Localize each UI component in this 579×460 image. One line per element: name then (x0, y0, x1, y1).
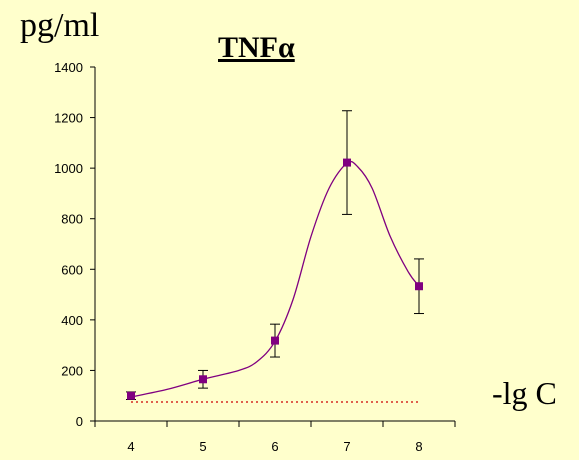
y-tick-label: 800 (61, 212, 83, 227)
x-tick-label: 7 (343, 439, 350, 454)
x-axis-unit-label: -lg C (492, 375, 557, 411)
y-tick-label: 0 (76, 414, 83, 429)
y-axis-unit-label: pg/ml (20, 7, 100, 44)
x-tick-label: 6 (271, 439, 278, 454)
series-line (130, 160, 420, 398)
data-point (415, 282, 423, 291)
y-tick-label: 400 (61, 313, 83, 328)
y-tick-label: 200 (61, 363, 83, 378)
data-point (199, 375, 207, 384)
x-tick-label: 4 (127, 439, 134, 454)
y-tick-label: 1000 (54, 161, 83, 176)
data-point (127, 391, 135, 400)
y-tick-label: 600 (61, 262, 83, 277)
data-points (127, 158, 423, 400)
tick-labels: 0 200 400 600 800 1000 1200 1400 4 5 6 7 8 (54, 60, 423, 454)
x-tick-label: 5 (199, 439, 206, 454)
x-tick-label: 8 (415, 439, 422, 454)
data-point (271, 336, 279, 345)
axes (90, 66, 456, 427)
y-tick-label: 1200 (54, 111, 83, 126)
error-bars (126, 110, 424, 401)
series-curve (130, 160, 420, 398)
y-tick-label: 1400 (54, 60, 83, 75)
chart-title: TNFα (218, 31, 295, 64)
data-point (343, 158, 351, 167)
